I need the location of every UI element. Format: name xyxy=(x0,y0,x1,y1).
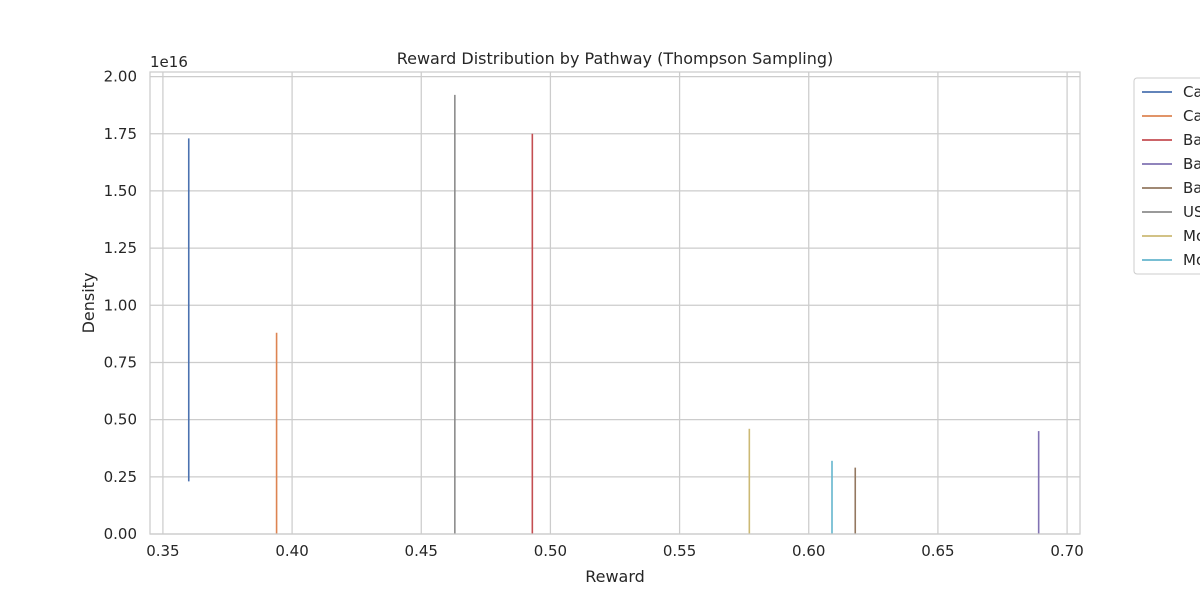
series-lines xyxy=(187,94,1040,534)
legend-label: Ca xyxy=(1183,107,1200,125)
x-tick-label: 0.45 xyxy=(405,542,438,560)
x-tick-label: 0.35 xyxy=(146,542,179,560)
y-tick-label: 0.25 xyxy=(104,468,137,486)
chart-title: Reward Distribution by Pathway (Thompson… xyxy=(397,49,834,68)
legend-frame xyxy=(1133,77,1200,275)
legend-label: Ba xyxy=(1183,179,1200,197)
x-tick-label: 0.60 xyxy=(792,542,825,560)
y-tick-label: 1.50 xyxy=(104,182,137,200)
x-tick-labels: 0.35 0.40 0.45 0.50 0.55 0.60 0.65 0.70 xyxy=(146,542,1084,560)
y-tick-label: 2.00 xyxy=(104,68,137,86)
legend-label: Ba xyxy=(1183,131,1200,149)
x-axis-label: Reward xyxy=(585,567,645,586)
legend-label: Mo xyxy=(1183,251,1200,269)
y-tick-label: 1.25 xyxy=(104,239,137,257)
plot-area xyxy=(150,72,1080,534)
x-tick-label: 0.40 xyxy=(275,542,308,560)
y-tick-label: 0.75 xyxy=(104,353,137,371)
legend-label: Ba xyxy=(1183,155,1200,173)
grid xyxy=(150,72,1080,535)
y-tick-label: 0.50 xyxy=(104,411,137,429)
y-tick-label: 0.00 xyxy=(104,525,137,543)
x-tick-label: 0.55 xyxy=(663,542,696,560)
legend-items: Ca Ca Ba Ba Ba US Mo Mo xyxy=(1142,83,1200,269)
legend-label: Mo xyxy=(1183,227,1200,245)
x-tick-label: 0.65 xyxy=(921,542,954,560)
x-tick-label: 0.70 xyxy=(1050,542,1083,560)
legend: Ca Ca Ba Ba Ba US Mo Mo xyxy=(1133,77,1200,275)
legend-label: US xyxy=(1183,203,1200,221)
y-axis-label: Density xyxy=(79,273,98,334)
y-offset-label: 1e16 xyxy=(150,53,188,71)
y-tick-label: 1.75 xyxy=(104,125,137,143)
y-tick-label: 1.00 xyxy=(104,296,137,314)
legend-label: Ca xyxy=(1183,83,1200,101)
y-tick-labels: 0.00 0.25 0.50 0.75 1.00 1.25 1.50 1.75 2.00 xyxy=(104,68,137,543)
plot-frame xyxy=(149,71,1081,535)
x-tick-label: 0.50 xyxy=(534,542,567,560)
